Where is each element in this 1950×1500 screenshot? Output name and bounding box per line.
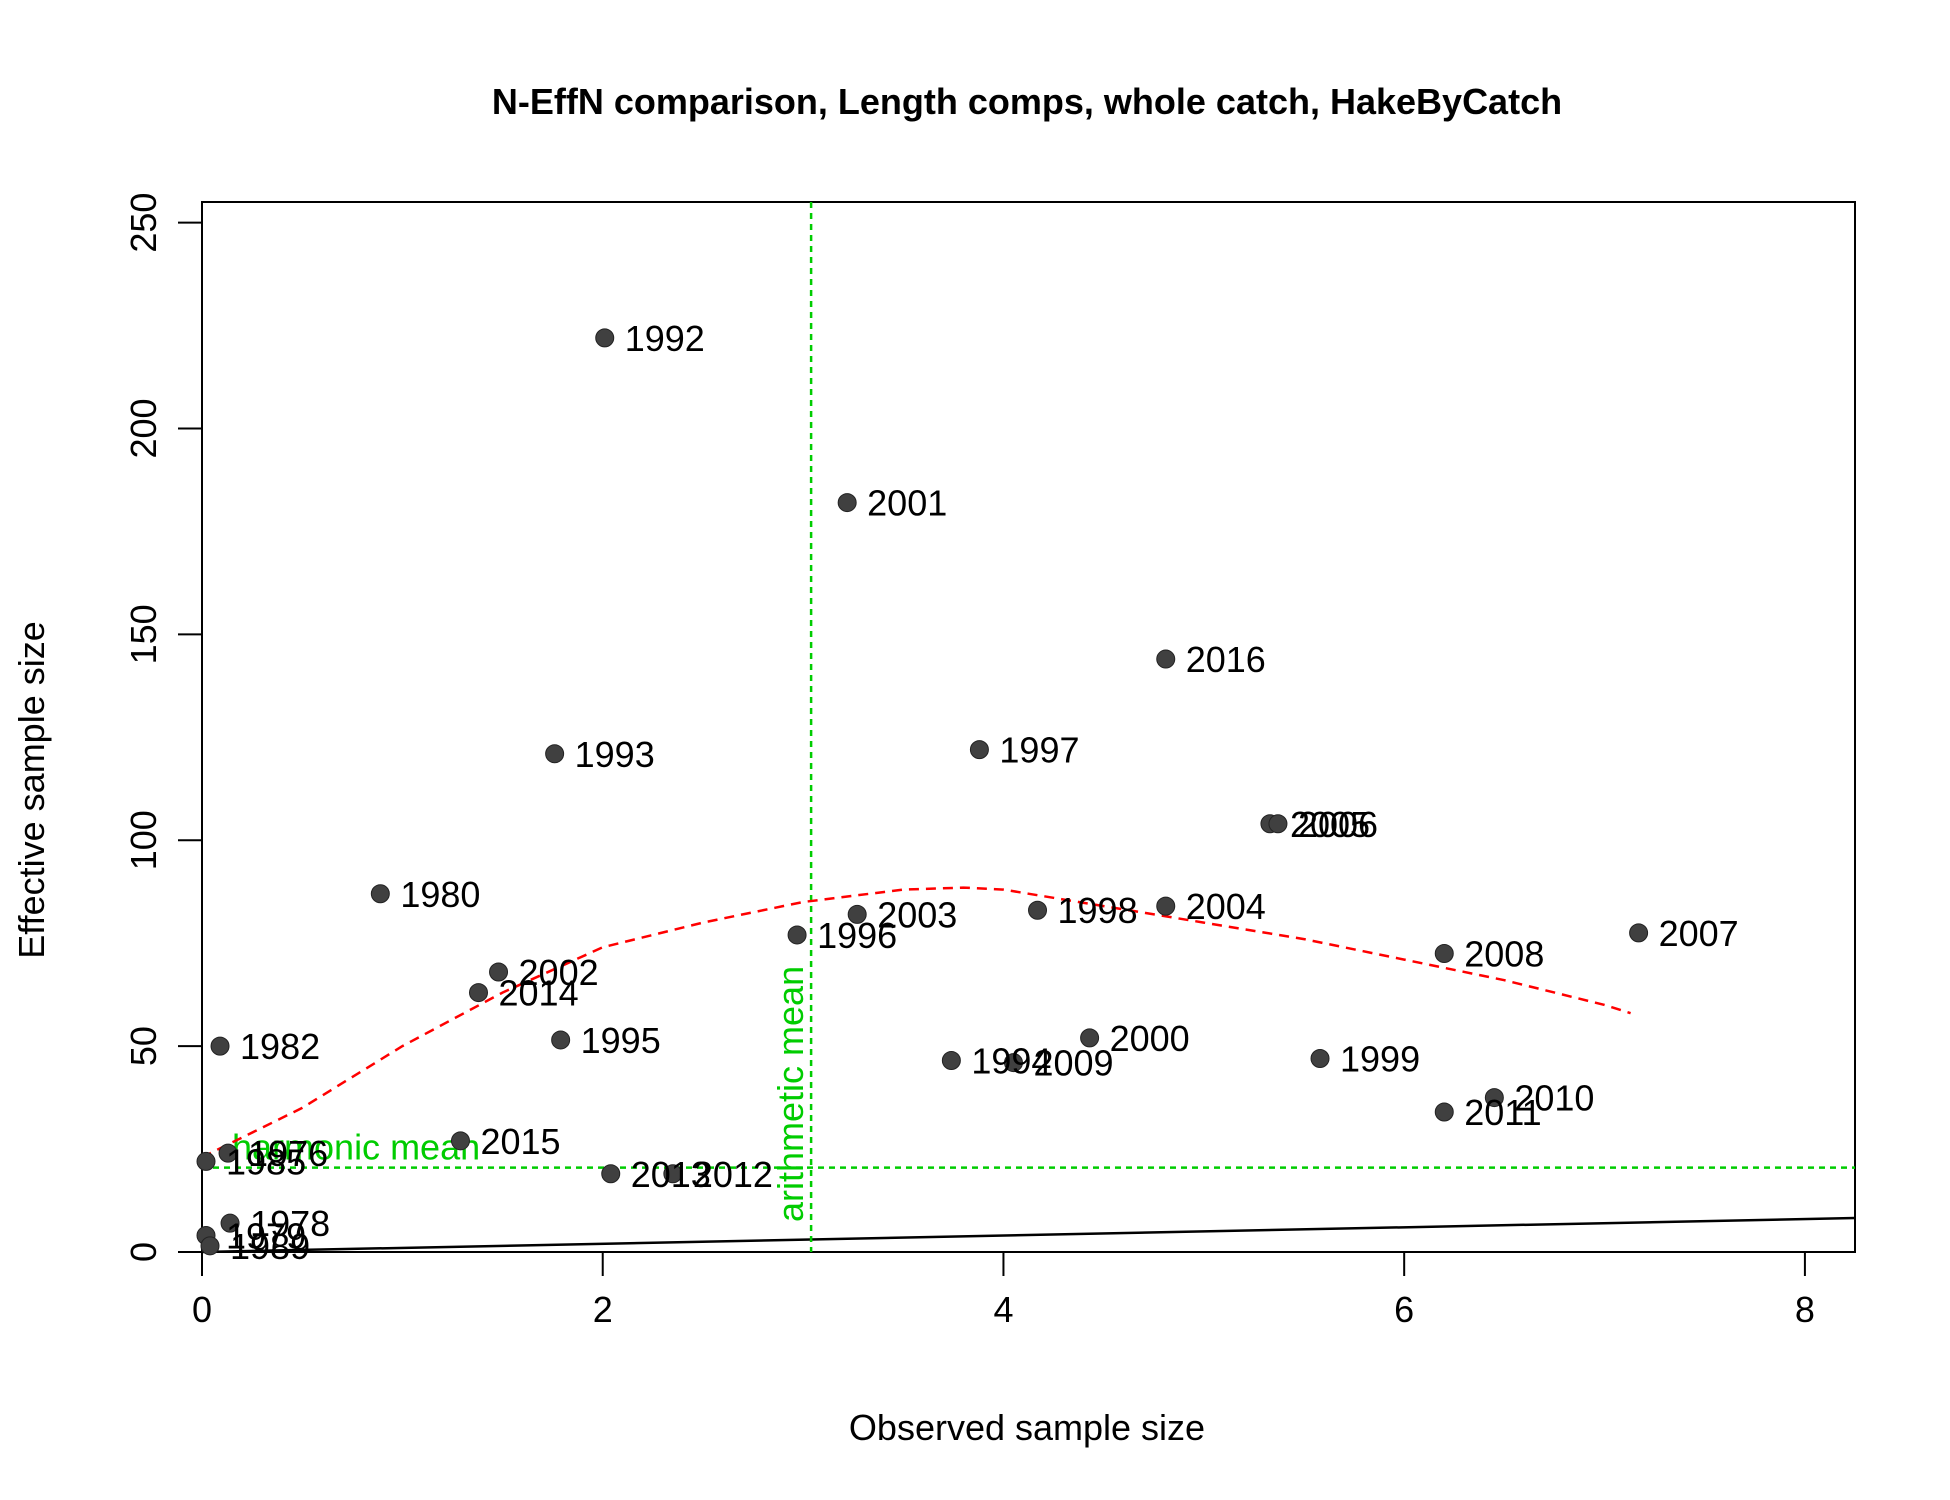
data-point-2004 — [1156, 896, 1176, 916]
data-point-1989 — [200, 1236, 220, 1256]
point-label-2016: 2016 — [1186, 639, 1266, 680]
point-label-2013: 2013 — [631, 1154, 711, 1195]
point-label-1995: 1995 — [581, 1020, 661, 1061]
chart-title: N-EffN comparison, Length comps, whole c… — [492, 81, 1562, 122]
point-label-1985: 1985 — [226, 1141, 306, 1182]
point-label-1999: 1999 — [1340, 1038, 1420, 1079]
y-tick-label: 250 — [123, 193, 164, 253]
axes: 0 2 4 6 8 0 50 100 150 200 250 — [123, 193, 1815, 1330]
x-tick-label: 2 — [593, 1289, 613, 1330]
point-label-2008: 2008 — [1464, 933, 1544, 974]
x-tick-label: 6 — [1394, 1289, 1414, 1330]
y-tick-label: 50 — [123, 1026, 164, 1066]
point-label-1989: 1989 — [230, 1226, 310, 1267]
point-label-2010: 2010 — [1514, 1078, 1594, 1119]
data-point-1978 — [220, 1213, 240, 1233]
data-point-2006 — [1268, 814, 1288, 834]
x-tick-label: 4 — [993, 1289, 1013, 1330]
point-label-2014: 2014 — [499, 973, 579, 1014]
point-label-2005: 2005 — [1290, 804, 1370, 845]
plot-frame — [201, 201, 1856, 1253]
x-tick-label: 0 — [192, 1289, 212, 1330]
data-point-2002 — [489, 962, 509, 982]
arithmetic-mean-label: arithmetic mean — [770, 966, 811, 1222]
data-point-2014 — [469, 983, 489, 1003]
data-point-2016 — [1156, 649, 1176, 669]
point-label-2012: 2012 — [693, 1154, 773, 1195]
loess-smoother-line — [201, 886, 1631, 1159]
data-point-2008 — [1434, 943, 1454, 963]
point-label-2011: 2011 — [1464, 1092, 1541, 1133]
point-label-2006: 2006 — [1298, 804, 1378, 845]
point-label-2003: 2003 — [877, 894, 957, 935]
point-label-2000: 2000 — [1110, 1018, 1190, 1059]
x-axis-label: Observed sample size — [849, 1407, 1205, 1448]
data-point-1993 — [545, 744, 565, 764]
x-tick-label: 8 — [1795, 1289, 1815, 1330]
data-point-2009 — [1003, 1053, 1023, 1073]
reference-lines: arithmetic mean harmonic mean — [201, 202, 1856, 1254]
data-point-2013 — [601, 1164, 621, 1184]
data-point-2015 — [450, 1131, 470, 1151]
point-label-2015: 2015 — [480, 1121, 560, 1162]
point-label-1997: 1997 — [999, 730, 1079, 771]
point-label-1998: 1998 — [1058, 890, 1138, 931]
data-point-2012 — [663, 1164, 683, 1184]
y-tick-label: 0 — [123, 1242, 164, 1262]
data-point-1998 — [1028, 900, 1048, 920]
y-axis-label: Effective sample size — [11, 621, 52, 958]
data-point-1999 — [1310, 1048, 1330, 1068]
data-point-1980 — [370, 884, 390, 904]
data-points — [196, 328, 1649, 1256]
point-label-1979: 1979 — [226, 1216, 306, 1257]
y-tick-label: 200 — [123, 398, 164, 458]
data-point-1996 — [787, 925, 807, 945]
point-label-1976: 1976 — [248, 1133, 328, 1174]
point-label-2007: 2007 — [1659, 913, 1739, 954]
data-point-1982 — [210, 1036, 230, 1056]
data-point-1994 — [941, 1051, 961, 1071]
data-point-1985 — [196, 1151, 216, 1171]
data-point-2000 — [1080, 1028, 1100, 1048]
data-point-2007 — [1629, 923, 1649, 943]
data-point-2001 — [837, 493, 857, 513]
point-label-1978: 1978 — [250, 1203, 330, 1244]
identity-line — [201, 1216, 1856, 1254]
y-tick-label: 150 — [123, 604, 164, 664]
point-label-1992: 1992 — [625, 318, 705, 359]
data-point-1995 — [551, 1030, 571, 1050]
point-label-2009: 2009 — [1033, 1043, 1113, 1084]
point-label-2004: 2004 — [1186, 886, 1266, 927]
point-label-1982: 1982 — [240, 1026, 320, 1067]
harmonic-mean-label: harmonic mean — [232, 1127, 480, 1168]
data-point-2011 — [1434, 1102, 1454, 1122]
data-point-1992 — [595, 328, 615, 348]
point-label-1994: 1994 — [971, 1041, 1051, 1082]
data-point-2003 — [847, 904, 867, 924]
y-tick-label: 100 — [123, 810, 164, 870]
data-point-1997 — [969, 740, 989, 760]
data-point-2010 — [1484, 1088, 1504, 1108]
point-label-2001: 2001 — [867, 483, 947, 524]
point-label-1996: 1996 — [817, 915, 897, 956]
point-label-2002: 2002 — [519, 952, 599, 993]
point-label-1980: 1980 — [400, 874, 480, 915]
point-label-1993: 1993 — [575, 734, 655, 775]
data-point-1976 — [218, 1143, 238, 1163]
